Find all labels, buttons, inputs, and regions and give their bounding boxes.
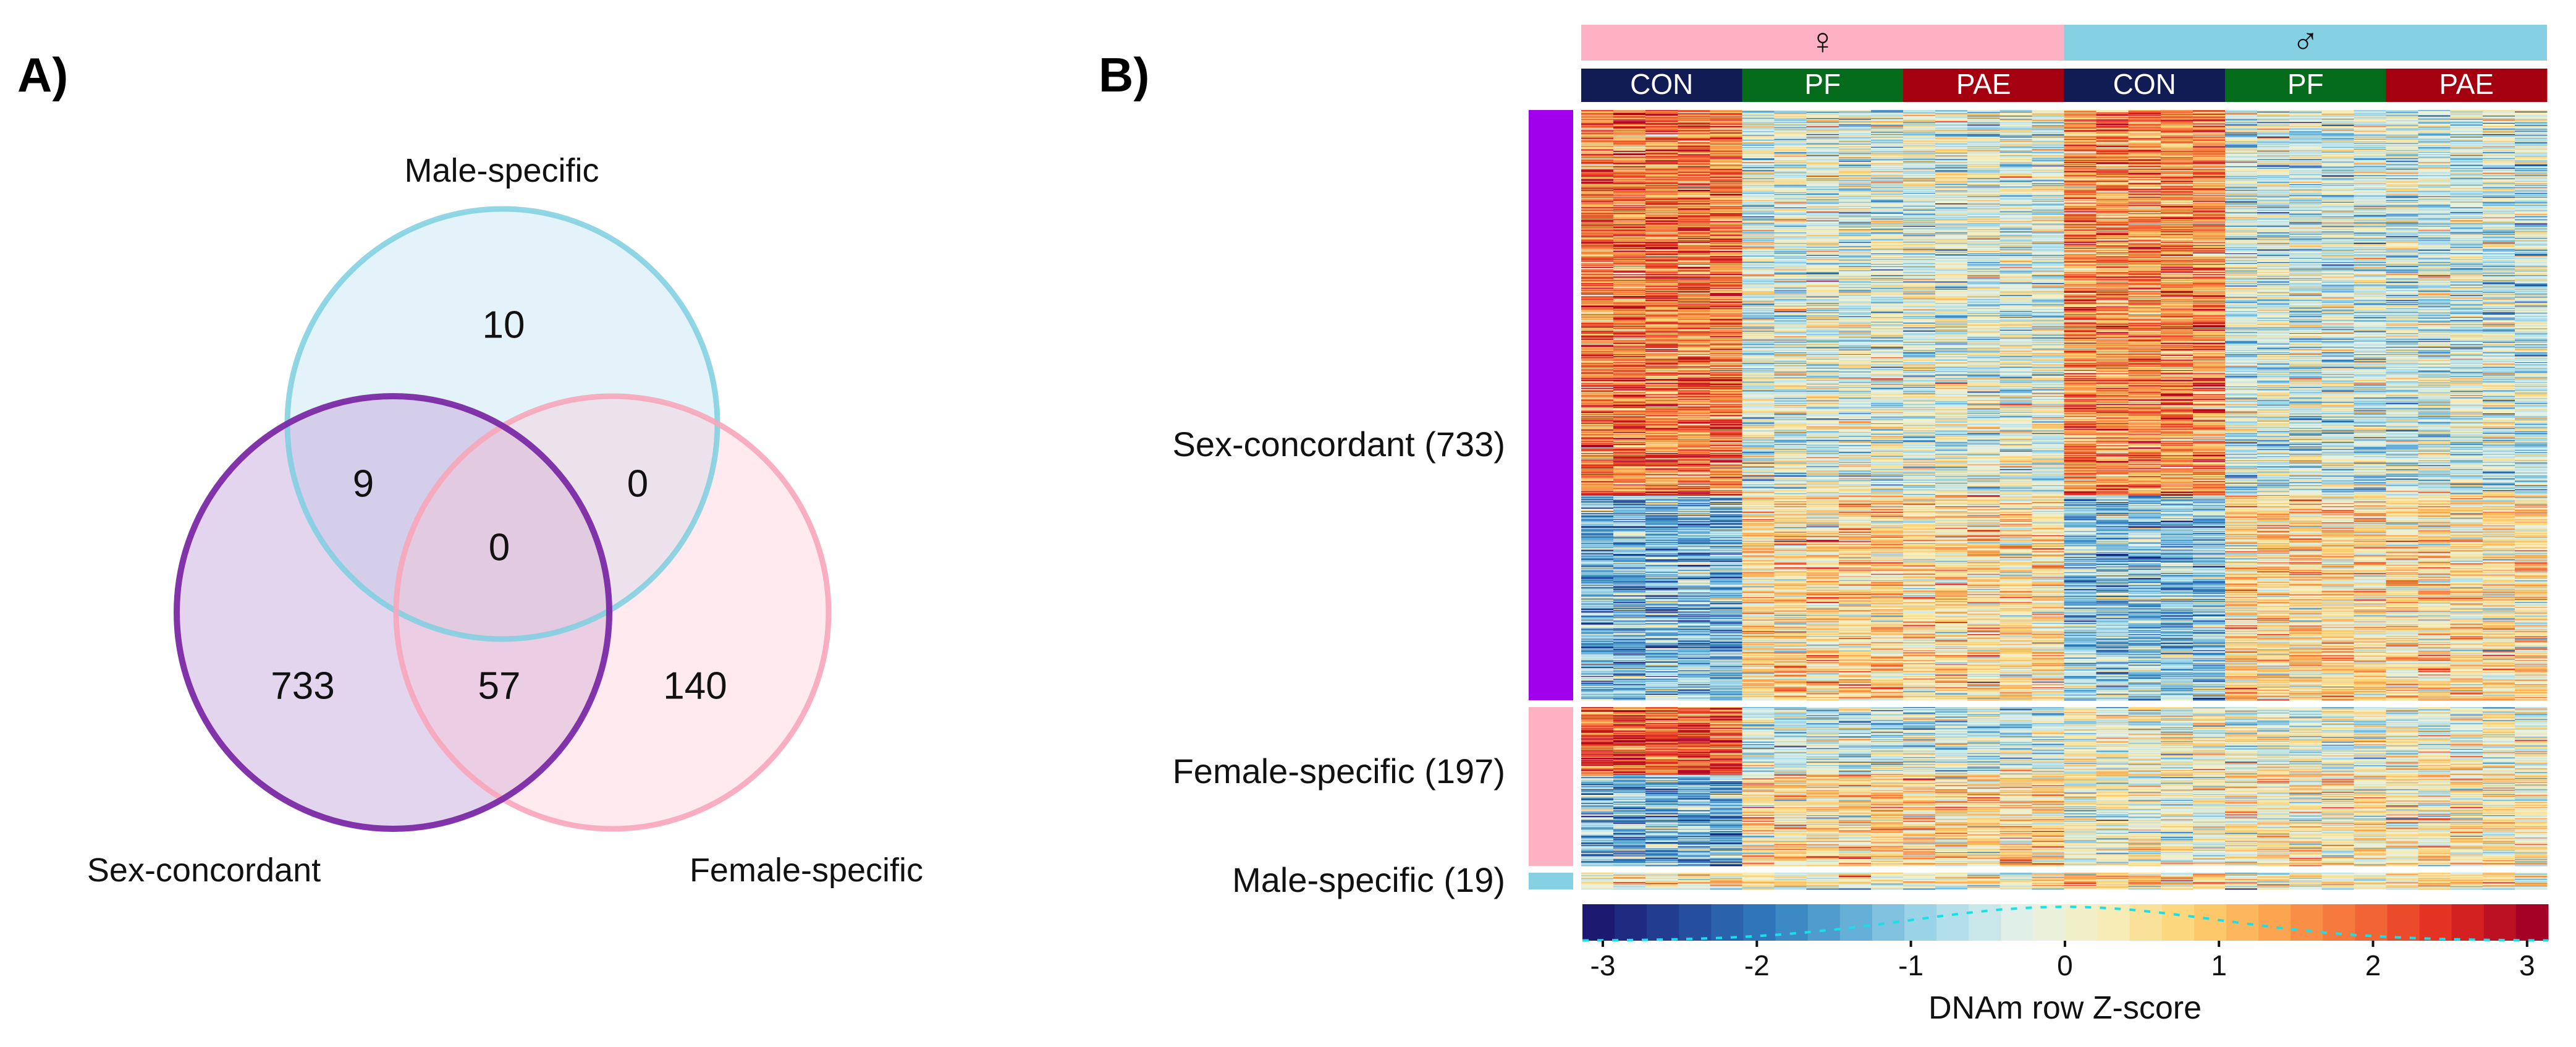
group-label: CON bbox=[2113, 68, 2176, 100]
panel-b-label: B) bbox=[1099, 48, 1149, 102]
venn-count-all-three: 0 bbox=[489, 526, 510, 569]
venn-count-male-only: 10 bbox=[483, 303, 525, 346]
row-cluster-label: Sex-concordant (733) bbox=[1172, 425, 1505, 464]
venn-count-female-only: 140 bbox=[663, 664, 727, 707]
group-label: PF bbox=[2287, 68, 2324, 100]
venn-count-male-female: 0 bbox=[627, 462, 648, 505]
row-cluster-annotation: Sex-concordant (733) Female-specific (197… bbox=[1172, 110, 1573, 899]
row-cluster-bar bbox=[1529, 873, 1573, 889]
venn-count-concordant-only: 733 bbox=[271, 664, 334, 707]
venn-set-label-female: Female-specific bbox=[690, 852, 923, 889]
venn-set-label-male: Male-specific bbox=[404, 152, 599, 189]
heatmap-cells bbox=[1581, 110, 2547, 889]
venn-count-male-concordant: 9 bbox=[353, 462, 374, 505]
male-symbol-icon: ♂ bbox=[2292, 20, 2320, 62]
female-symbol-icon: ♀ bbox=[1809, 20, 1836, 62]
group-label: CON bbox=[1630, 68, 1693, 100]
group-annotation-bar: CON PF PAE CON PF PAE bbox=[1581, 68, 2548, 102]
row-cluster-label: Female-specific (197) bbox=[1173, 752, 1505, 791]
group-label: PF bbox=[1804, 68, 1841, 100]
venn-set-label-concordant: Sex-concordant bbox=[87, 852, 321, 889]
panel-a-label: A) bbox=[17, 48, 68, 102]
venn-diagram: Male-specific Sex-concordant Female-spec… bbox=[87, 152, 923, 889]
row-cluster-label: Male-specific (19) bbox=[1232, 860, 1505, 899]
group-label: PAE bbox=[1956, 68, 2011, 100]
sex-annotation-bar: ♀ ♂ bbox=[1581, 20, 2547, 62]
row-cluster-bar bbox=[1529, 110, 1573, 700]
row-cluster-bar bbox=[1529, 707, 1573, 866]
venn-count-concordant-female: 57 bbox=[478, 664, 521, 707]
group-label: PAE bbox=[2439, 68, 2494, 100]
